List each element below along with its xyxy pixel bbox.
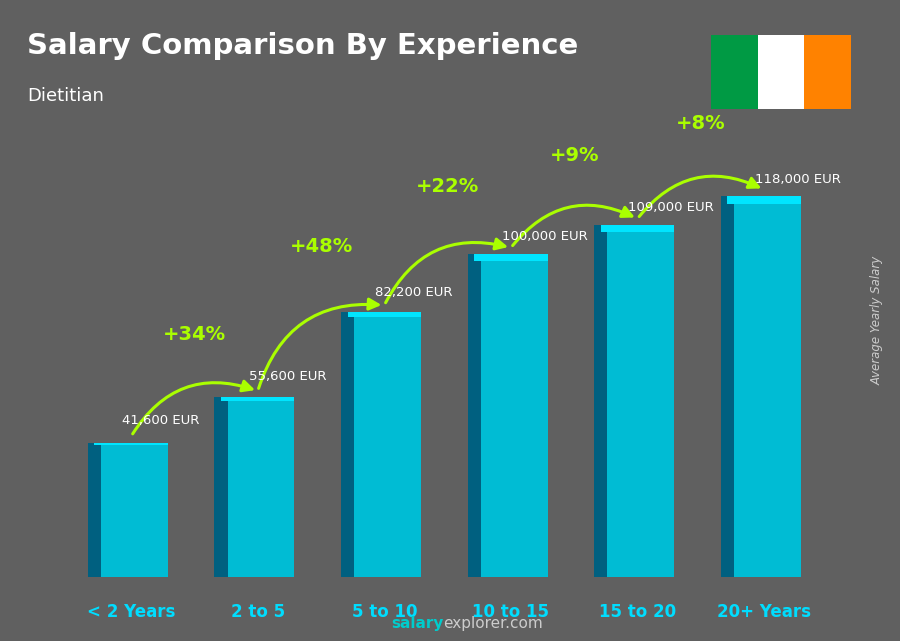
FancyArrowPatch shape <box>258 299 378 388</box>
Bar <box>711 35 758 109</box>
Text: +34%: +34% <box>163 325 226 344</box>
Text: Average Yearly Salary: Average Yearly Salary <box>871 256 884 385</box>
Bar <box>347 312 421 577</box>
Bar <box>94 443 168 577</box>
Bar <box>347 312 421 317</box>
Text: 41,600 EUR: 41,600 EUR <box>122 413 200 426</box>
Text: 2 to 5: 2 to 5 <box>230 603 284 620</box>
Bar <box>600 225 674 232</box>
Text: 5 to 10: 5 to 10 <box>352 603 417 620</box>
FancyArrowPatch shape <box>132 381 252 434</box>
Bar <box>214 397 228 577</box>
Bar <box>341 312 355 577</box>
Bar <box>474 254 547 261</box>
Bar <box>474 254 547 577</box>
Text: 10 to 15: 10 to 15 <box>472 603 549 620</box>
Bar <box>727 196 801 204</box>
Bar <box>804 35 850 109</box>
Text: explorer.com: explorer.com <box>443 615 543 631</box>
FancyArrowPatch shape <box>639 176 759 217</box>
Text: +48%: +48% <box>290 237 353 256</box>
Bar <box>468 254 481 577</box>
Bar <box>94 443 168 445</box>
Text: < 2 Years: < 2 Years <box>87 603 176 620</box>
Text: 20+ Years: 20+ Years <box>717 603 811 620</box>
Text: 109,000 EUR: 109,000 EUR <box>628 201 714 214</box>
Text: +9%: +9% <box>549 146 598 165</box>
Text: 55,600 EUR: 55,600 EUR <box>248 370 326 383</box>
Bar <box>600 225 674 577</box>
Bar <box>221 397 294 577</box>
Text: salary: salary <box>392 615 444 631</box>
Bar <box>594 225 608 577</box>
Text: Dietitian: Dietitian <box>27 87 104 104</box>
Text: +22%: +22% <box>416 178 479 196</box>
Bar <box>727 196 801 577</box>
Text: 118,000 EUR: 118,000 EUR <box>755 174 841 187</box>
Text: Salary Comparison By Experience: Salary Comparison By Experience <box>27 32 578 60</box>
Text: 15 to 20: 15 to 20 <box>598 603 676 620</box>
Text: 82,200 EUR: 82,200 EUR <box>375 286 453 299</box>
FancyArrowPatch shape <box>385 239 505 303</box>
Bar <box>88 443 101 577</box>
Bar <box>758 35 804 109</box>
FancyArrowPatch shape <box>513 205 632 246</box>
Bar <box>721 196 734 577</box>
Text: +8%: +8% <box>676 115 725 133</box>
Text: 100,000 EUR: 100,000 EUR <box>502 230 588 243</box>
Bar <box>221 397 294 401</box>
